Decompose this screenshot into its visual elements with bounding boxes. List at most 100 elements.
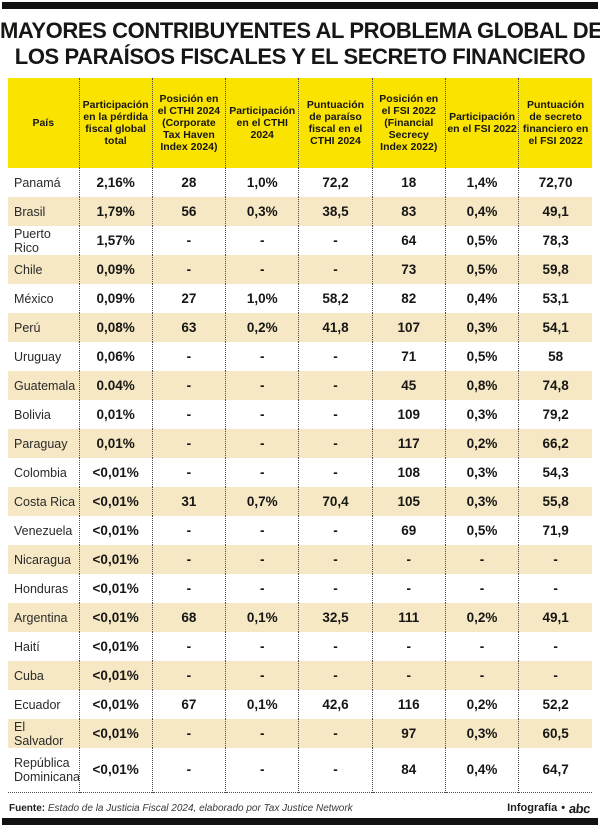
value-cell: 0,2% bbox=[225, 313, 300, 342]
value-cell: <0,01% bbox=[79, 603, 153, 632]
table-row: Colombia <0,01% - - -108 0,3% 54,3 bbox=[8, 458, 592, 487]
value-cell: 0,1% bbox=[225, 690, 300, 719]
value-cell: - bbox=[298, 516, 373, 545]
value-cell: 55,8 bbox=[542, 494, 569, 509]
table-row: Uruguay 0,06% - - -71 0,5% 58 bbox=[8, 342, 592, 371]
value-cell: - bbox=[298, 632, 373, 661]
abc-logo: abc bbox=[568, 800, 591, 816]
value-cell: 0,4% bbox=[445, 197, 520, 226]
value-cell: 108 bbox=[372, 458, 446, 487]
value-cell: 64,7 bbox=[542, 762, 569, 778]
value-cell: 105 bbox=[372, 487, 446, 516]
value-cell: 31 bbox=[152, 487, 227, 516]
value-cell: <0,01% bbox=[79, 545, 153, 574]
value-cell: - bbox=[152, 719, 227, 748]
value-cell: - bbox=[298, 719, 373, 748]
value-cell: 0,4% bbox=[445, 284, 520, 313]
value-cell: 63 bbox=[152, 313, 227, 342]
value-cell: - bbox=[152, 574, 227, 603]
table-row: Paraguay 0,01% - - -117 0,2% 66,2 bbox=[8, 429, 592, 458]
value-cell: 97 bbox=[372, 719, 446, 748]
value-cell: 49,1 bbox=[542, 204, 569, 219]
value-cell: <0,01% bbox=[79, 574, 153, 603]
value-cell: - bbox=[445, 632, 520, 661]
bottom-divider-bar bbox=[2, 817, 598, 825]
value-cell: - bbox=[553, 581, 558, 596]
value-cell: <0,01% bbox=[79, 516, 153, 545]
value-cell: - bbox=[553, 668, 558, 683]
value-cell: - bbox=[225, 574, 300, 603]
value-cell: - bbox=[372, 632, 446, 661]
value-cell: 67 bbox=[152, 690, 227, 719]
value-cell: - bbox=[225, 545, 300, 574]
value-cell: 53,1 bbox=[542, 291, 569, 306]
country-cell: Nicaragua bbox=[8, 545, 80, 574]
value-cell: - bbox=[298, 226, 373, 255]
value-cell: 0,09% bbox=[79, 255, 153, 284]
value-cell: 28 bbox=[152, 168, 227, 197]
top-divider-bar bbox=[2, 2, 598, 9]
country-column-header: País bbox=[8, 78, 80, 168]
column-header: Participación en el FSI 2022 bbox=[445, 78, 520, 168]
value-cell: 0,01% bbox=[79, 400, 153, 429]
value-cell: 42,6 bbox=[298, 690, 373, 719]
column-header: Posición en el CTHI 2024 (Corporate Tax … bbox=[152, 78, 227, 168]
value-cell: 45 bbox=[372, 371, 446, 400]
table-row: Cuba <0,01% - - - - - - bbox=[8, 661, 592, 690]
value-cell: - bbox=[225, 719, 300, 748]
value-cell: 0,08% bbox=[79, 313, 153, 342]
value-cell: - bbox=[152, 255, 227, 284]
value-cell: - bbox=[152, 748, 227, 792]
value-cell: 1,4% bbox=[445, 168, 520, 197]
column-header: Participación en la pérdida fiscal globa… bbox=[79, 78, 153, 168]
value-cell: 116 bbox=[372, 690, 446, 719]
value-cell: - bbox=[225, 400, 300, 429]
credit: Infografía • abc bbox=[507, 800, 591, 816]
value-cell: - bbox=[152, 516, 227, 545]
value-cell: 0,3% bbox=[225, 197, 300, 226]
value-cell: 69 bbox=[372, 516, 446, 545]
value-cell: <0,01% bbox=[79, 632, 153, 661]
value-cell: - bbox=[225, 661, 300, 690]
table-row: Panamá 2,16% 28 1,0% 72,2 18 1,4% 72,70 bbox=[8, 168, 592, 197]
value-cell: 79,2 bbox=[542, 407, 569, 422]
credit-label: Infografía bbox=[507, 802, 558, 814]
value-cell: 59,8 bbox=[542, 262, 569, 277]
value-cell: 0,5% bbox=[445, 255, 520, 284]
table-row: Honduras <0,01% - - - - - - bbox=[8, 574, 592, 603]
value-cell: 1,57% bbox=[79, 226, 153, 255]
value-cell: 0,09% bbox=[79, 284, 153, 313]
value-cell: 49,1 bbox=[542, 610, 569, 625]
value-cell: 0.04% bbox=[79, 371, 153, 400]
value-cell: <0,01% bbox=[79, 661, 153, 690]
value-cell: - bbox=[225, 632, 300, 661]
source-text: Estado de la Justicia Fiscal 2024, elabo… bbox=[47, 802, 353, 814]
value-cell: 0,3% bbox=[445, 487, 520, 516]
country-cell: Argentina bbox=[8, 603, 80, 632]
value-cell: 0,3% bbox=[445, 458, 520, 487]
value-cell: <0,01% bbox=[79, 719, 153, 748]
source-note: Fuente: Estado de la Justicia Fiscal 202… bbox=[9, 803, 353, 814]
value-cell: - bbox=[152, 429, 227, 458]
source-label: Fuente: bbox=[9, 802, 46, 814]
value-cell: 74,8 bbox=[542, 378, 569, 393]
table-row: Perú 0,08% 63 0,2% 41,8 107 0,3% 54,1 bbox=[8, 313, 592, 342]
value-cell: - bbox=[372, 545, 446, 574]
country-cell: Guatemala bbox=[8, 371, 80, 400]
value-cell: 0,2% bbox=[445, 690, 520, 719]
table-row: Guatemala 0.04% - - -45 0,8% 74,8 bbox=[8, 371, 592, 400]
value-cell: <0,01% bbox=[79, 748, 153, 792]
table-row: El Salvador <0,01% - - -97 0,3% 60,5 bbox=[8, 719, 592, 748]
value-cell: - bbox=[298, 661, 373, 690]
table-row: Nicaragua <0,01% - - - - - - bbox=[8, 545, 592, 574]
table-row: Venezuela <0,01% - - -69 0,5% 71,9 bbox=[8, 516, 592, 545]
value-cell: 0,5% bbox=[445, 226, 520, 255]
value-cell: 0,7% bbox=[225, 487, 300, 516]
value-cell: 18 bbox=[372, 168, 446, 197]
value-cell: 84 bbox=[372, 748, 446, 792]
table-row: Costa Rica <0,01% 31 0,7% 70,4 105 0,3% 55,8 bbox=[8, 487, 592, 516]
value-cell: 0,06% bbox=[79, 342, 153, 371]
country-cell: México bbox=[8, 284, 80, 313]
value-cell: - bbox=[298, 255, 373, 284]
